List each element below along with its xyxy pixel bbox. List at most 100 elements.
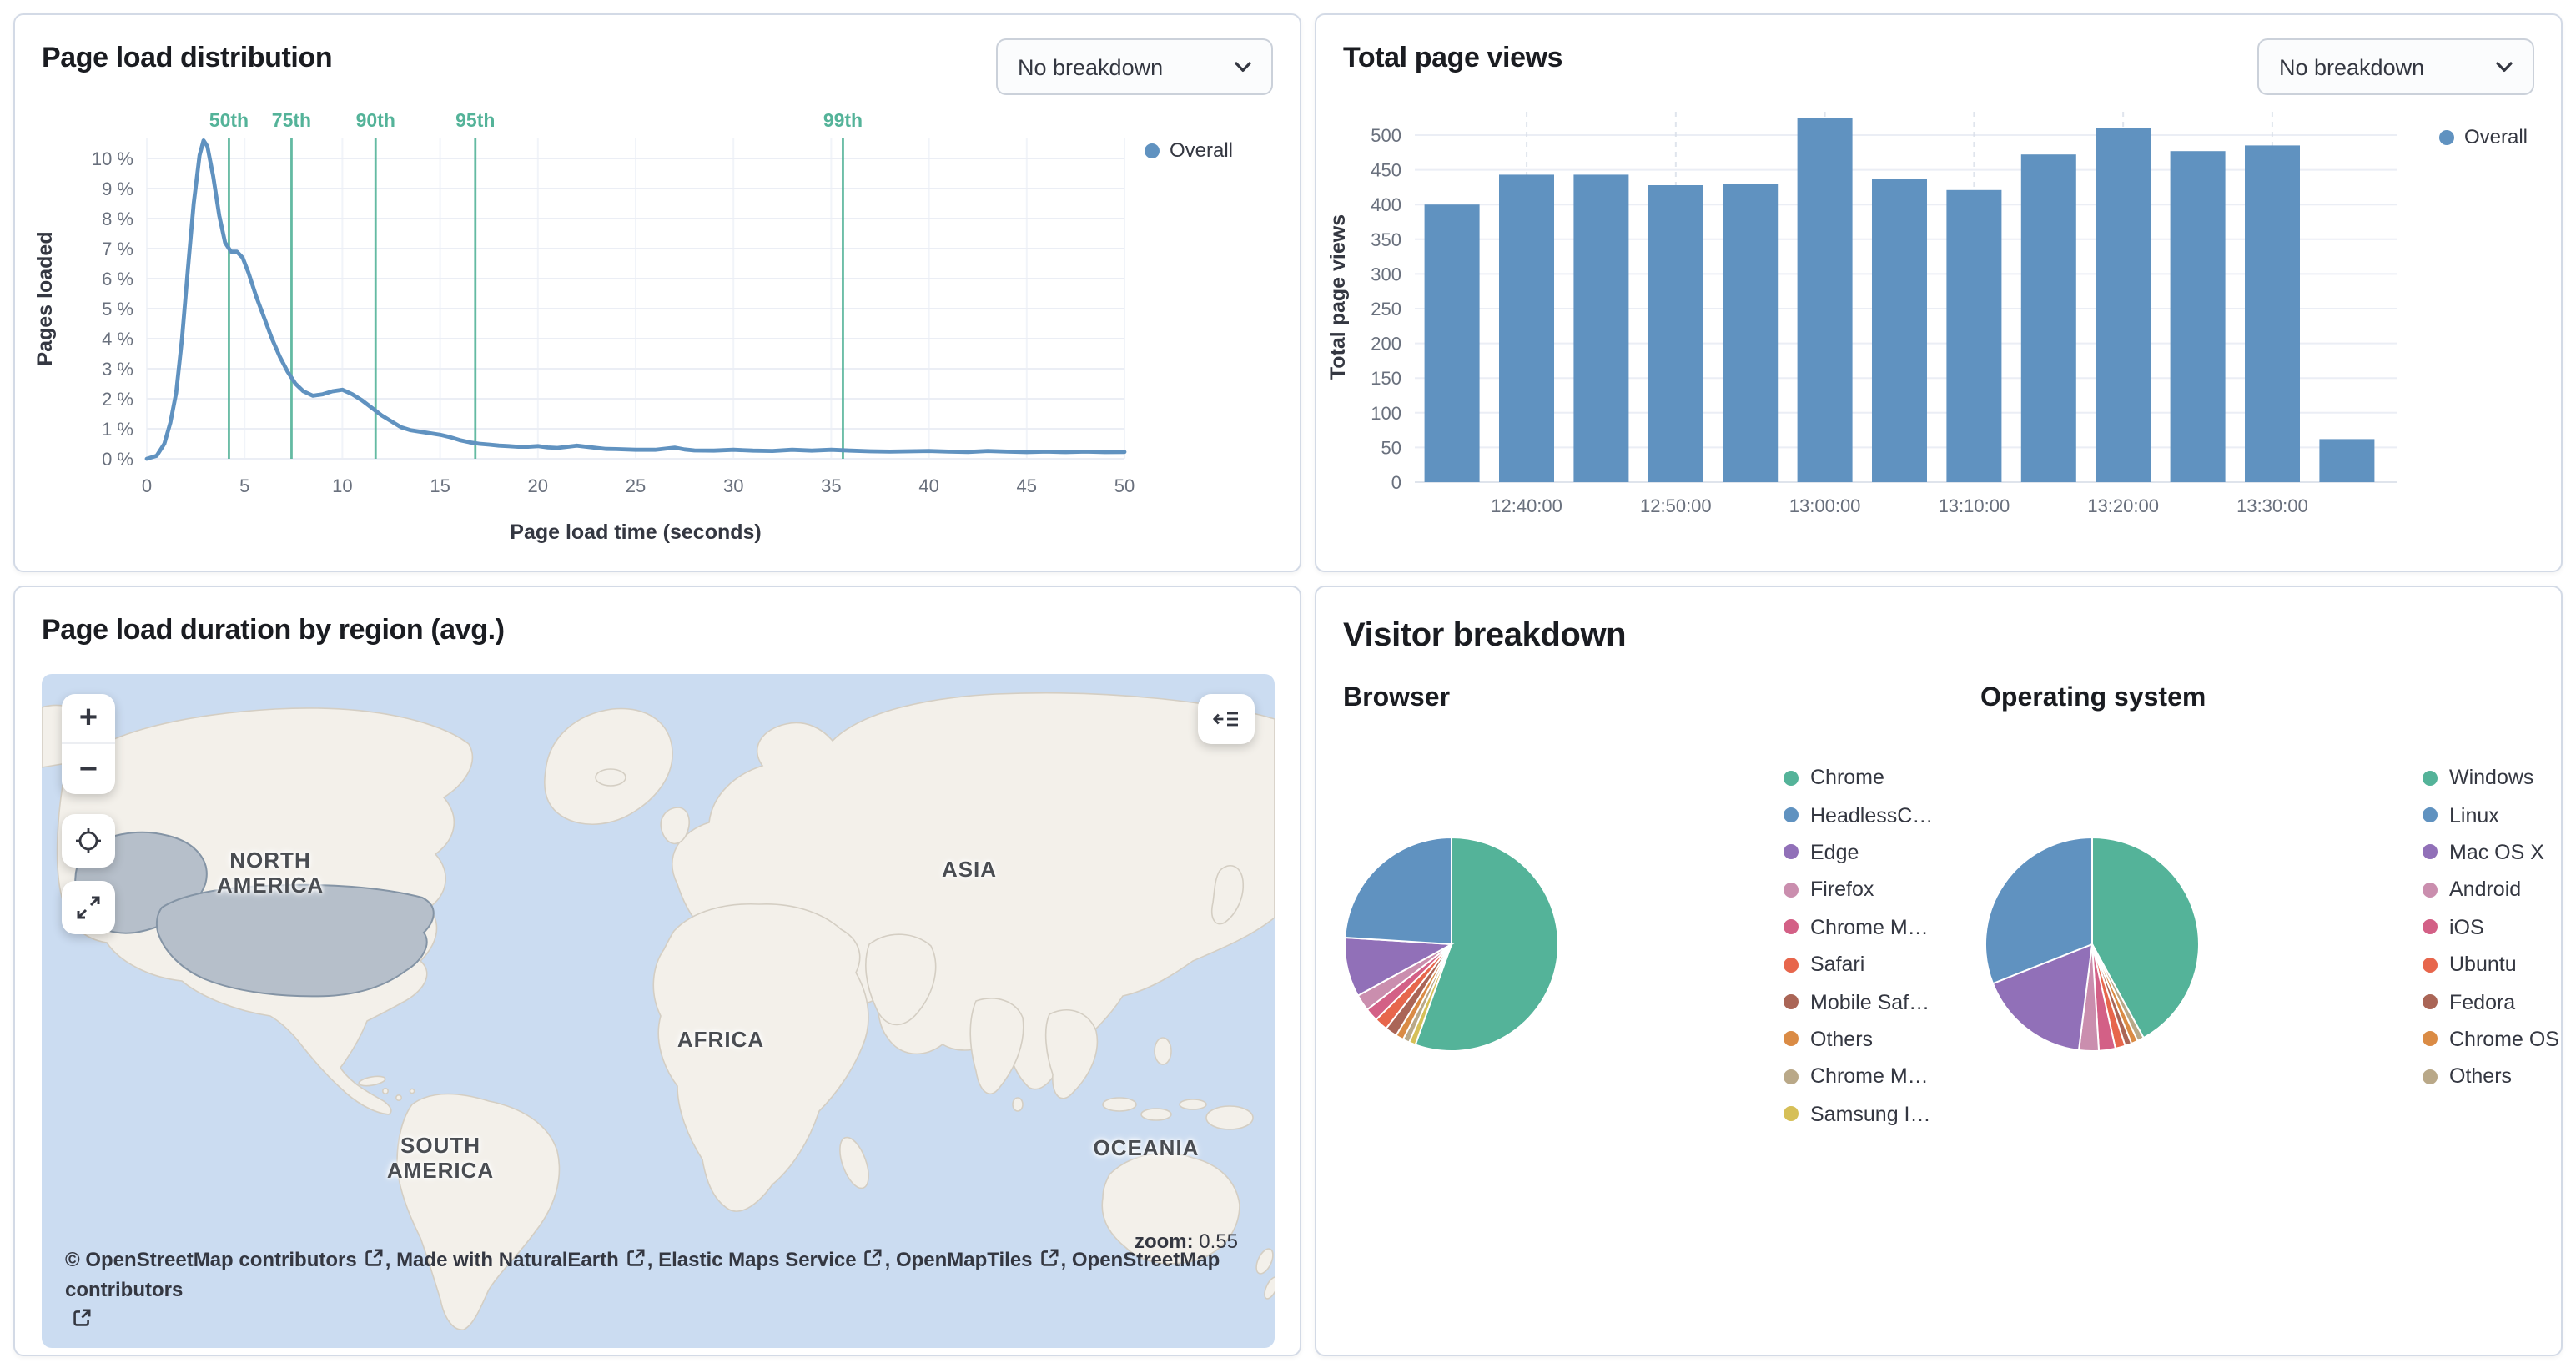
bar-13:30:00[interactable] — [2245, 145, 2300, 482]
legend-item[interactable]: HeadlessC… — [1784, 797, 1933, 834]
map-label-north-america: NORTH AMERICA — [216, 847, 325, 898]
legend-item[interactable]: Fedora — [2423, 983, 2559, 1021]
external-link-icon[interactable] — [364, 1248, 384, 1268]
attribution-link[interactable]: OpenMapTiles — [895, 1248, 1033, 1271]
legend-item[interactable]: Edge — [1784, 834, 1933, 872]
bar-13:20:00[interactable] — [2096, 128, 2151, 482]
external-link-icon[interactable] — [1039, 1248, 1059, 1268]
legend-color-dot — [1784, 844, 1799, 860]
legend-item[interactable]: Samsung I… — [1784, 1095, 1933, 1133]
svg-text:450: 450 — [1371, 160, 1401, 181]
svg-text:7 %: 7 % — [102, 239, 133, 259]
legend-label: Chrome OS — [2449, 1027, 2559, 1051]
svg-text:5: 5 — [239, 475, 249, 496]
bar-13:10:00[interactable] — [1946, 189, 2002, 483]
bar-13:35:00[interactable] — [2319, 439, 2375, 482]
svg-text:100: 100 — [1371, 403, 1401, 424]
series-line-overall[interactable] — [144, 138, 1127, 461]
percentile-markers: 50th 75th 90th 95th 99th — [209, 109, 863, 459]
island-philippines — [1154, 1037, 1172, 1065]
bar-12:35:00[interactable] — [1424, 204, 1480, 482]
plus-icon: + — [78, 701, 98, 736]
continent-south-america — [396, 1093, 561, 1330]
external-link-icon[interactable] — [72, 1308, 92, 1328]
legend-item[interactable]: Chrome — [1784, 759, 1933, 797]
external-link-icon[interactable] — [626, 1248, 646, 1268]
svg-text:50: 50 — [1114, 475, 1135, 496]
island-java — [1140, 1108, 1172, 1121]
legend-item[interactable]: Chrome M… — [1784, 908, 1933, 946]
page-load-distribution-chart[interactable]: 0 % 1 % 2 % 3 % 4 % 5 % 6 % 7 % 8 % 9 % 10 % 0 5 10 15… — [15, 15, 1301, 572]
bar-12:40:00[interactable] — [1499, 174, 1554, 482]
legend-label: Ubuntu — [2449, 953, 2517, 977]
pie-slice-windows[interactable] — [2091, 836, 2200, 1039]
axis-tick-labels: 0 50 100 150 200 250 300 350 400 450 500 12:40:00 12… — [1371, 125, 2307, 516]
fullscreen-button[interactable] — [62, 881, 115, 934]
legend-collapse-button[interactable] — [1198, 694, 1255, 744]
pie-slice-chrome[interactable] — [1414, 836, 1559, 1052]
bar-13:25:00[interactable] — [2170, 151, 2226, 482]
legend-item[interactable]: Mac OS X — [2423, 834, 2559, 872]
svg-text:350: 350 — [1371, 229, 1401, 250]
legend-item[interactable]: Chrome OS — [2423, 1020, 2559, 1058]
legend-item[interactable]: iOS — [2423, 908, 2559, 946]
bar-12:50:00[interactable] — [1648, 185, 1703, 482]
legend-item[interactable]: Firefox — [1784, 871, 1933, 908]
total-page-views-chart[interactable]: 0 50 100 150 200 250 300 350 400 450 500 12:40:00 12… — [1316, 15, 2563, 572]
os-chart-title: Operating system — [1980, 684, 2206, 712]
legend-item[interactable]: Mobile Saf… — [1784, 983, 1933, 1021]
panel-title: Total page views — [1343, 42, 1563, 73]
svg-text:5 %: 5 % — [102, 299, 133, 319]
bar-13:05:00[interactable] — [1872, 179, 1927, 482]
legend-label: Edge — [1810, 840, 1859, 864]
visitor-breakdown-panel: Visitor breakdown Browser Operating syst… — [1315, 586, 2563, 1356]
legend-item[interactable]: Chrome M… — [1784, 1058, 1933, 1095]
legend-label: Others — [1810, 1027, 1874, 1051]
visitor-breakdown-charts[interactable] — [1316, 587, 2563, 1356]
legend-item[interactable]: Others — [2423, 1058, 2559, 1095]
bar-12:55:00[interactable] — [1723, 184, 1779, 482]
set-view-button[interactable] — [62, 814, 115, 868]
legend-item[interactable]: Android — [2423, 871, 2559, 908]
zoom-out-button[interactable]: − — [62, 744, 115, 794]
island-new-guinea — [1205, 1105, 1254, 1130]
attribution-link[interactable]: © OpenStreetMap contributors — [65, 1248, 357, 1271]
legend-label: Safari — [1810, 953, 1865, 977]
y-axis-title: Total page views — [1326, 214, 1350, 380]
legend-item[interactable]: Safari — [1784, 946, 1933, 983]
bar-13:15:00[interactable] — [2020, 154, 2076, 482]
world-map-canvas[interactable] — [42, 674, 1275, 1348]
pie-slice-linux[interactable] — [1985, 836, 2093, 985]
legend-item-overall[interactable]: Overall — [2438, 125, 2528, 148]
legend-item-overall[interactable]: Overall — [1144, 138, 1233, 162]
panel-title: Page load duration by region (avg.) — [42, 614, 505, 646]
svg-text:200: 200 — [1371, 334, 1401, 355]
legend-color-dot — [2423, 994, 2438, 1010]
legend-item[interactable]: Ubuntu — [2423, 946, 2559, 983]
legend-item[interactable]: Windows — [2423, 759, 2559, 797]
region-usa[interactable] — [155, 883, 435, 998]
world-map[interactable]: NORTH AMERICA SOUTH AMERICA AFRICA ASIA … — [42, 674, 1275, 1348]
legend-label: Mobile Saf… — [1810, 990, 1930, 1014]
svg-text:0: 0 — [1391, 472, 1401, 493]
external-link-icon[interactable] — [863, 1248, 883, 1268]
pie-slice-headlessc-[interactable] — [1344, 836, 1452, 946]
legend-label: Linux — [2449, 803, 2499, 827]
legend-color-dot — [2423, 957, 2438, 973]
bar-13:00:00[interactable] — [1797, 118, 1853, 482]
breakdown-select[interactable]: No breakdown — [996, 38, 1273, 95]
svg-text:10: 10 — [332, 475, 352, 496]
island-cuba — [358, 1075, 386, 1087]
svg-text:150: 150 — [1371, 368, 1401, 389]
pie-slice-mac-os-x[interactable] — [1991, 943, 2094, 1052]
attribution-link[interactable]: Elastic Maps Service — [658, 1248, 857, 1271]
legend-item[interactable]: Others — [1784, 1020, 1933, 1058]
attribution-link[interactable]: Made with NaturalEarth — [396, 1248, 619, 1271]
breakdown-select[interactable]: No breakdown — [2257, 38, 2534, 95]
svg-text:30: 30 — [723, 475, 743, 496]
legend-label: Windows — [2449, 766, 2534, 790]
attribution-link[interactable]: OpenStreetMap contributors — [65, 1248, 1220, 1301]
legend-item[interactable]: Linux — [2423, 797, 2559, 834]
bar-12:45:00[interactable] — [1573, 174, 1629, 482]
zoom-in-button[interactable]: + — [62, 694, 115, 744]
